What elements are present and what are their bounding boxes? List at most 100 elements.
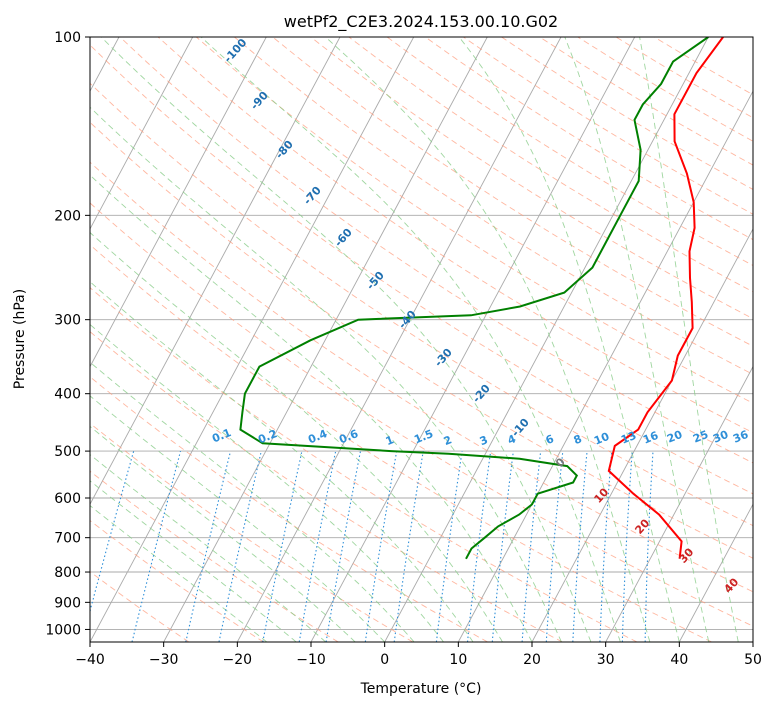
mixing-ratio-line — [599, 451, 613, 642]
isotherm-line — [90, 37, 415, 642]
dry-adiabat-line — [119, 37, 753, 464]
y-tick-label: 400 — [54, 387, 81, 403]
moist-adiabat-label: 20 — [632, 516, 652, 536]
mixing-ratio-label: 0.6 — [337, 427, 360, 446]
dewpoint-profile — [239, 37, 709, 560]
x-tick-label: 0 — [380, 652, 389, 668]
dry-adiabat-line — [501, 37, 753, 190]
mixing-ratio-label: 16 — [641, 429, 660, 447]
moist-adiabat-line — [100, 37, 592, 642]
dry-adiabat-line — [348, 37, 753, 293]
dry-adiabat-line — [90, 44, 753, 495]
chart-title: wetPf2_C2E3.2024.153.00.10.G02 — [284, 12, 558, 32]
mixing-ratio-line — [521, 451, 542, 642]
dry-adiabat-line — [90, 422, 414, 642]
isotherm-line — [457, 90, 753, 642]
dry-adiabat-label: -50 — [364, 269, 387, 293]
y-tick-label: 300 — [54, 313, 81, 329]
moist-adiabat-line — [325, 37, 651, 642]
mixing-ratio-label: 3 — [478, 433, 490, 448]
y-axis: 1000 900 800 700 600 500 400 300 200 100 — [45, 30, 90, 638]
moist-adiabat-line — [90, 480, 297, 642]
dry-adiabat-label: -40 — [396, 308, 419, 332]
y-tick-label: 900 — [54, 595, 81, 611]
mixing-ratio-label: 36 — [731, 428, 750, 446]
mixing-ratio-line — [262, 450, 303, 642]
isotherm-line — [163, 37, 488, 642]
dry-adiabat-line — [90, 520, 264, 642]
moist-adiabat-line — [90, 454, 326, 642]
y-tick-label: 100 — [54, 30, 81, 46]
temperature-profile — [607, 37, 724, 559]
isotherm-line — [678, 503, 753, 642]
isotherm-line — [605, 365, 753, 642]
dry-adiabat-line — [615, 37, 753, 119]
dry-adiabat-line — [90, 161, 753, 593]
dry-adiabat-line — [310, 37, 753, 320]
mixing-ratio-label: 25 — [691, 428, 710, 446]
mixing-ratio-line — [131, 450, 182, 642]
mixing-ratio-label: 8 — [572, 432, 584, 447]
moist-adiabat-line — [564, 37, 710, 642]
mixing-ratio-label: 10 — [592, 430, 611, 448]
mixing-ratio-label: 0.1 — [210, 426, 233, 445]
moist-adiabat-line — [90, 231, 503, 642]
y-tick-label: 1000 — [45, 622, 81, 638]
x-tick-label: −10 — [296, 652, 326, 668]
dry-adiabat-label: -90 — [248, 89, 271, 113]
isotherm-line — [531, 227, 753, 642]
mixing-ratio-label: 1 — [384, 433, 396, 448]
x-tick-label: −40 — [75, 652, 105, 668]
moist-adiabat-line — [90, 505, 268, 642]
isotherm-line — [752, 641, 753, 642]
mixing-ratio-line — [435, 451, 463, 642]
dry-adiabat-label: -70 — [301, 184, 324, 208]
dry-adiabat-line — [272, 37, 753, 347]
mixing-ratio-label: 30 — [711, 428, 730, 446]
dry-adiabat-line — [90, 244, 712, 642]
mixing-ratio-label: 2 — [442, 433, 454, 448]
mixing-ratio-line — [218, 450, 262, 642]
mixing-ratio-line — [466, 451, 492, 642]
plot-frame — [89, 36, 754, 643]
dry-adiabat-line — [157, 37, 753, 434]
moist-adiabat-line — [90, 106, 562, 642]
mixing-ratio-label: 20 — [665, 428, 684, 446]
mixing-ratio-line — [90, 450, 135, 614]
mixing-ratio-line — [491, 451, 514, 642]
mixing-ratio-line — [364, 451, 398, 642]
y-tick-label: 200 — [54, 208, 81, 224]
x-tick-label: 50 — [744, 652, 762, 668]
isotherm-line — [90, 37, 194, 230]
mixing-ratio-line — [545, 451, 564, 642]
plot-area: -100-90-80-70-60-50-40-30-20-100.1 0.2 0.4… — [90, 36, 753, 642]
x-tick-label: 20 — [523, 652, 541, 668]
x-tick-label: 10 — [449, 652, 467, 668]
moist-adiabat-line — [90, 281, 474, 642]
isotherm-line — [90, 37, 341, 506]
dry-adiabat-line — [90, 470, 339, 642]
x-tick-label: −20 — [223, 652, 253, 668]
moist-adiabat-line — [639, 37, 739, 642]
dry-adiabat-line — [90, 571, 190, 642]
moist-adiabat-line — [90, 323, 444, 642]
y-tick-label: 700 — [54, 531, 81, 547]
moist-adiabat-label: 0 — [553, 455, 568, 470]
mixing-ratio-line — [644, 451, 654, 642]
y-tick-label: 500 — [54, 444, 81, 460]
dry-adiabat-label: -80 — [273, 138, 296, 162]
dry-adiabat-line — [90, 331, 563, 642]
moist-adiabat-line — [90, 174, 533, 642]
x-tick-label: 40 — [670, 652, 688, 668]
moist-adiabat-line — [200, 37, 621, 642]
dry-adiabat-line — [90, 376, 488, 642]
dry-adiabat-label: -20 — [470, 382, 493, 406]
mixing-ratio-label: 1.5 — [412, 427, 435, 446]
isotherm-line — [236, 37, 562, 642]
isotherm-line — [90, 37, 267, 368]
dry-adiabat-line — [653, 37, 753, 96]
moist-adiabat-line — [458, 37, 680, 642]
mixing-ratio-line — [621, 451, 633, 642]
dry-adiabat-line — [424, 37, 753, 241]
